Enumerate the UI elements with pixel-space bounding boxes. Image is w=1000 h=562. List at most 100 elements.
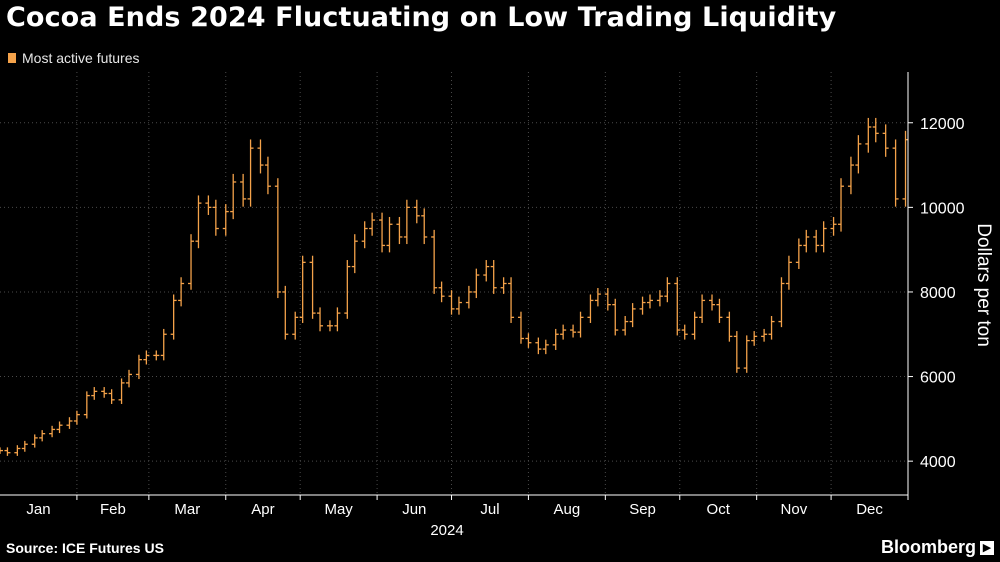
price-bar (39, 430, 46, 442)
price-bar (188, 234, 195, 290)
price-bar (455, 296, 462, 315)
x-tick-label: Oct (707, 501, 731, 518)
price-bar (709, 294, 716, 311)
price-bar (91, 387, 98, 400)
price-bar (431, 229, 438, 294)
price-bar (274, 178, 281, 299)
price-bar (587, 294, 594, 323)
price-bar (882, 124, 889, 157)
y-tick-label: 8000 (920, 285, 956, 302)
price-bar (483, 260, 490, 282)
price-bar (257, 139, 264, 174)
price-bar (500, 277, 507, 294)
price-bar (0, 447, 3, 454)
price-bar (73, 410, 80, 425)
price-bar (820, 221, 827, 253)
price-bar (292, 311, 299, 340)
price-bar (135, 354, 142, 380)
price-bar (264, 156, 271, 195)
price-bar (56, 421, 63, 434)
price-bar (716, 298, 723, 323)
price-bar (838, 178, 845, 232)
price-bar (282, 285, 289, 340)
price-bar (317, 307, 324, 332)
price-bar (560, 324, 567, 340)
price-bar (369, 212, 376, 236)
price-bar (247, 139, 254, 207)
y-tick-label: 10000 (920, 200, 965, 217)
price-bar (49, 425, 56, 438)
price-bar (855, 135, 862, 174)
price-bar (473, 268, 480, 299)
price-bar (465, 285, 472, 309)
price-bar (448, 290, 455, 315)
x-tick-label: Jul (480, 501, 499, 518)
price-bar (656, 290, 663, 307)
price-bar (222, 204, 229, 236)
price-bar (646, 294, 653, 309)
price-bar (31, 434, 38, 448)
bloomberg-logo-icon: ▶ (980, 540, 994, 555)
y-tick-label: 4000 (920, 454, 956, 471)
price-bar (726, 311, 733, 342)
price-bar (379, 212, 386, 253)
x-tick-label: Jan (26, 501, 50, 518)
x-tick-label: May (324, 501, 353, 518)
price-bar (604, 288, 611, 311)
x-tick-label: Nov (781, 501, 808, 518)
gridlines (0, 72, 908, 495)
price-bar (4, 447, 11, 456)
price-bar (664, 277, 671, 303)
price-bar (577, 311, 584, 338)
price-bar (421, 208, 428, 245)
price-bar (525, 333, 532, 348)
price-bar (892, 139, 899, 207)
price-bar (612, 298, 619, 336)
chart-title: Cocoa Ends 2024 Fluctuating on Low Tradi… (6, 2, 837, 33)
x-tick-label: Sep (629, 501, 656, 518)
price-bar (108, 389, 115, 404)
price-bar (101, 387, 108, 398)
price-bar (508, 277, 515, 323)
price-bar (639, 296, 646, 315)
price-bar (594, 288, 601, 307)
price-bar (230, 173, 237, 220)
price-bar (14, 445, 21, 456)
x-tick-label: Jun (402, 501, 426, 518)
x-tick-label: Mar (174, 501, 200, 518)
price-bar (344, 260, 351, 319)
legend-swatch (8, 53, 16, 63)
price-bar (386, 216, 393, 253)
x-tick-label: Feb (100, 501, 126, 518)
price-bar (733, 331, 740, 373)
price-bar (299, 255, 306, 323)
legend: Most active futures (8, 50, 140, 66)
price-bar (160, 328, 167, 361)
price-bar (143, 350, 150, 365)
price-bar (803, 229, 810, 253)
price-bar (334, 307, 341, 332)
price-bar (865, 117, 872, 153)
price-bar (761, 328, 768, 342)
price-bar (118, 378, 125, 404)
price-bar (66, 417, 73, 429)
price-bar (326, 320, 333, 332)
price-bar (396, 216, 403, 245)
price-bar (813, 229, 820, 253)
price-bar (153, 350, 160, 361)
price-bar (570, 324, 577, 338)
x-tick-label: Aug (554, 501, 581, 518)
y-tick-label: 12000 (920, 116, 965, 133)
x-axis-year-label: 2024 (430, 522, 463, 539)
price-bar (629, 303, 636, 328)
price-bar (751, 331, 758, 346)
price-bar (542, 339, 549, 355)
price-bar (768, 316, 775, 340)
axes: 4000 6000 8000 10000 12000 Jan Feb Mar Apr May Jun… (0, 72, 965, 518)
y-tick-label: 6000 (920, 370, 956, 387)
price-bar (622, 316, 629, 336)
x-tick-label: Apr (251, 501, 274, 518)
price-bar (552, 328, 559, 350)
price-bar (830, 216, 837, 236)
price-bar (309, 255, 316, 319)
